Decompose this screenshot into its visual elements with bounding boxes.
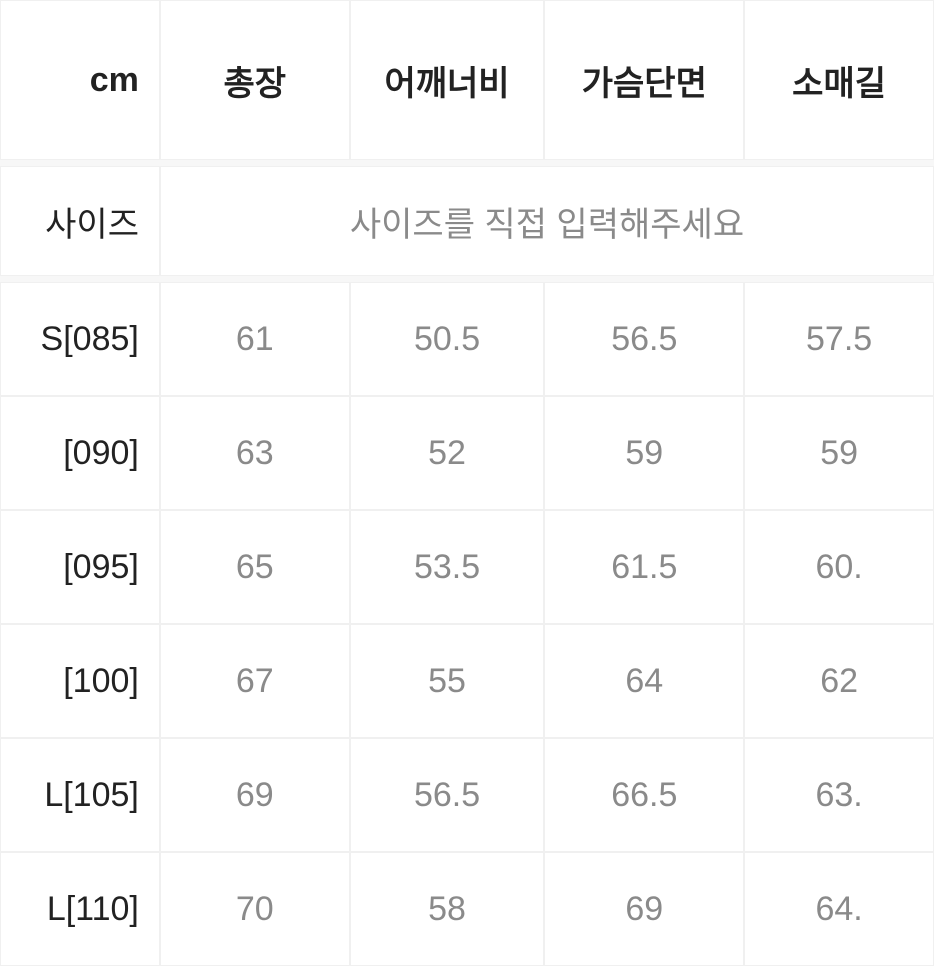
data-cell: 60. (744, 510, 934, 624)
column-header: 가슴단면 (544, 0, 744, 160)
column-header: 소매길 (744, 0, 934, 160)
table-row: [100] 67 55 64 62 (0, 624, 934, 738)
row-label: S[085] (0, 282, 160, 396)
input-prompt-row: 사이즈 사이즈를 직접 입력해주세요 (0, 166, 934, 276)
data-cell: 69 (160, 738, 350, 852)
data-cell: 53.5 (350, 510, 545, 624)
row-label: [095] (0, 510, 160, 624)
data-cell: 67 (160, 624, 350, 738)
data-cell: 59 (544, 396, 744, 510)
data-cell: 61 (160, 282, 350, 396)
column-header: 총장 (160, 0, 350, 160)
table-row: [090] 63 52 59 59 (0, 396, 934, 510)
prompt-label-cell: 사이즈 (0, 166, 160, 276)
data-cell: 52 (350, 396, 545, 510)
data-cell: 64. (744, 852, 934, 966)
data-cell: 63 (160, 396, 350, 510)
table-header-row: cm 총장 어깨너비 가슴단면 소매길 (0, 0, 934, 160)
row-label: L[105] (0, 738, 160, 852)
data-cell: 61.5 (544, 510, 744, 624)
data-cell: 56.5 (350, 738, 545, 852)
prompt-text-cell[interactable]: 사이즈를 직접 입력해주세요 (160, 166, 934, 276)
row-label: [100] (0, 624, 160, 738)
table-row: L[110] 70 58 69 64. (0, 852, 934, 966)
data-cell: 64 (544, 624, 744, 738)
unit-header-cell: cm (0, 0, 160, 160)
table-row: S[085] 61 50.5 56.5 57.5 (0, 282, 934, 396)
data-cell: 62 (744, 624, 934, 738)
table-row: L[105] 69 56.5 66.5 63. (0, 738, 934, 852)
data-cell: 63. (744, 738, 934, 852)
data-cell: 55 (350, 624, 545, 738)
data-cell: 65 (160, 510, 350, 624)
data-cell: 70 (160, 852, 350, 966)
column-header: 어깨너비 (350, 0, 545, 160)
data-cell: 50.5 (350, 282, 545, 396)
data-cell: 66.5 (544, 738, 744, 852)
data-cell: 57.5 (744, 282, 934, 396)
data-cell: 56.5 (544, 282, 744, 396)
row-label: L[110] (0, 852, 160, 966)
data-cell: 69 (544, 852, 744, 966)
table-row: [095] 65 53.5 61.5 60. (0, 510, 934, 624)
data-cell: 59 (744, 396, 934, 510)
size-chart-table: cm 총장 어깨너비 가슴단면 소매길 사이즈 사이즈를 직접 입력해주세요 S… (0, 0, 934, 966)
row-label: [090] (0, 396, 160, 510)
data-cell: 58 (350, 852, 545, 966)
